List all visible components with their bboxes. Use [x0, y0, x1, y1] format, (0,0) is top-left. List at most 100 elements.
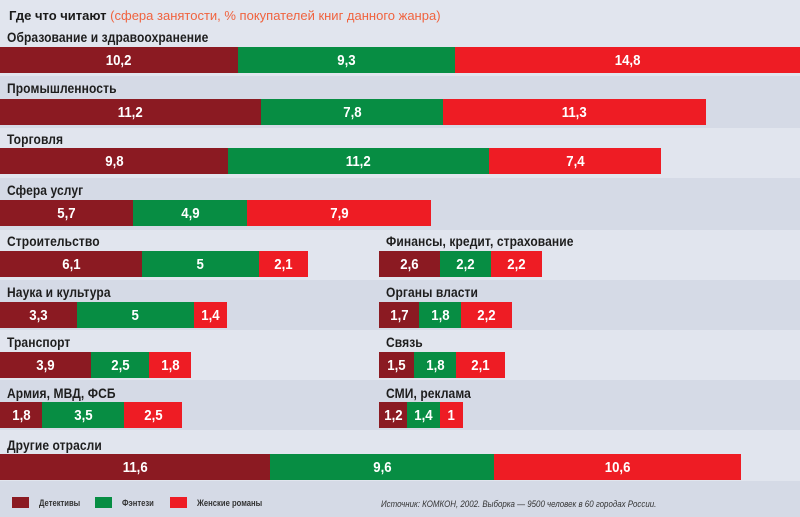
stacked-bar: 1,8 3,5 2,5 — [0, 402, 182, 428]
bar-segment-romance: 2,1 — [259, 251, 308, 277]
bar-segment-detectives: 1,7 — [379, 302, 419, 328]
bar-segment-romance: 7,9 — [247, 200, 431, 226]
data-label: 2,2 — [456, 255, 475, 273]
bar-segment-fantasy: 11,2 — [228, 148, 489, 174]
stacked-bar: 1,7 1,8 2,2 — [379, 302, 512, 328]
stacked-bar: 9,8 11,2 7,4 — [0, 148, 661, 174]
bar-segment-romance: 11,3 — [443, 99, 706, 125]
stacked-bar: 10,2 9,3 14,8 — [0, 47, 800, 73]
bar-segment-fantasy: 9,3 — [238, 47, 455, 73]
category-label: Промышленность — [7, 80, 117, 96]
data-label: 1,7 — [389, 306, 409, 324]
bar-segment-fantasy: 1,4 — [407, 402, 440, 428]
legend-item-detectives: Детективы — [12, 497, 88, 508]
data-label: 10,2 — [106, 51, 132, 69]
stacked-bar: 1,2 1,4 1 — [379, 402, 463, 428]
bar-segment-fantasy: 4,9 — [133, 200, 247, 226]
data-label: 9,8 — [104, 152, 124, 170]
data-label: 1,8 — [11, 406, 31, 424]
stacked-bar: 6,1 5 2,1 — [0, 251, 308, 277]
chart-title: Где что читают (сфера занятости, % покуп… — [9, 8, 441, 23]
bar-segment-fantasy: 2,5 — [91, 352, 149, 378]
category-label: Образование и здравоохранение — [7, 29, 209, 45]
category-label: Строительство — [7, 233, 100, 249]
data-label: 1,8 — [425, 356, 445, 374]
data-label: 1,5 — [387, 356, 406, 374]
data-label: 1,4 — [201, 306, 220, 324]
data-label: 4,9 — [180, 204, 200, 222]
bar-segment-romance: 2,2 — [491, 251, 542, 277]
category-label: Армия, МВД, ФСБ — [7, 385, 116, 401]
legend-swatch-detectives — [12, 497, 29, 508]
chart-subtitle: (сфера занятости, % покупателей книг дан… — [110, 8, 441, 23]
stacked-bar: 3,9 2,5 1,8 — [0, 352, 191, 378]
bar-segment-detectives: 1,5 — [379, 352, 414, 378]
bar-segment-romance: 7,4 — [489, 148, 661, 174]
bar-segment-fantasy: 3,5 — [42, 402, 124, 428]
legend-label: Женские романы — [197, 497, 263, 508]
bar-segment-romance: 1 — [440, 402, 463, 428]
data-label: 9,3 — [337, 51, 356, 69]
bar-segment-detectives: 9,8 — [0, 148, 228, 174]
bar-segment-detectives: 3,9 — [0, 352, 91, 378]
category-label: Финансы, кредит, страхование — [386, 233, 574, 249]
stacked-bar: 1,5 1,8 2,1 — [379, 352, 505, 378]
category-label: Органы власти — [386, 284, 479, 300]
data-label: 5,7 — [57, 204, 76, 222]
chart-title-main: Где что читают — [9, 8, 107, 23]
bar-segment-fantasy: 1,8 — [414, 352, 456, 378]
legend-item-fantasy: Фэнтези — [95, 497, 160, 508]
legend-item-romance: Женские романы — [170, 497, 274, 508]
data-label: 11,3 — [562, 103, 587, 121]
data-label: 3,9 — [36, 356, 55, 374]
bar-segment-fantasy: 5 — [142, 251, 259, 277]
header-band — [0, 0, 800, 26]
data-label: 11,6 — [122, 458, 148, 476]
data-label: 7,9 — [329, 204, 349, 222]
bar-segment-romance: 2,2 — [461, 302, 512, 328]
data-label: 6,1 — [61, 255, 81, 273]
bar-segment-fantasy: 7,8 — [261, 99, 443, 125]
data-label: 1,8 — [430, 306, 450, 324]
bar-segment-detectives: 3,3 — [0, 302, 77, 328]
bar-segment-romance: 10,6 — [494, 454, 741, 480]
data-label: 2,1 — [471, 356, 490, 374]
bar-segment-detectives: 1,2 — [379, 402, 407, 428]
bar-segment-romance: 2,5 — [124, 402, 182, 428]
legend-label: Детективы — [39, 497, 81, 508]
data-label: 11,2 — [346, 152, 371, 170]
category-label: Сфера услуг — [7, 182, 84, 198]
data-label: 3,3 — [29, 306, 48, 324]
bar-segment-detectives: 1,8 — [0, 402, 42, 428]
legend-swatch-fantasy — [95, 497, 112, 508]
stacked-bar: 5,7 4,9 7,9 — [0, 200, 431, 226]
bar-segment-fantasy: 9,6 — [270, 454, 494, 480]
data-label: 1,4 — [414, 406, 433, 424]
data-label: 2,2 — [507, 255, 526, 273]
data-label: 7,4 — [565, 152, 585, 170]
data-label: 9,6 — [372, 458, 392, 476]
footer-band — [0, 481, 800, 517]
bar-segment-romance: 14,8 — [455, 47, 800, 73]
data-label: 2,6 — [400, 255, 419, 273]
category-label: Наука и культура — [7, 284, 111, 300]
data-label: 5 — [196, 255, 205, 273]
bar-segment-detectives: 6,1 — [0, 251, 142, 277]
data-label: 7,8 — [342, 103, 362, 121]
legend-swatch-romance — [170, 497, 187, 508]
bar-segment-detectives: 5,7 — [0, 200, 133, 226]
bar-segment-romance: 1,4 — [194, 302, 227, 328]
stacked-bar: 11,6 9,6 10,6 — [0, 454, 741, 480]
category-label: СМИ, реклама — [386, 385, 471, 401]
data-label: 2,2 — [477, 306, 496, 324]
source-note: Источник: КОМКОН, 2002. Выборка — 9500 ч… — [381, 499, 657, 509]
stacked-bar: 3,3 5 1,4 — [0, 302, 227, 328]
bar-segment-romance: 2,1 — [456, 352, 505, 378]
category-label: Торговля — [7, 131, 64, 147]
stacked-bar: 11,2 7,8 11,3 — [0, 99, 706, 125]
stacked-bar: 2,6 2,2 2,2 — [379, 251, 542, 277]
bar-segment-detectives: 2,6 — [379, 251, 440, 277]
data-label: 10,6 — [604, 458, 631, 476]
bar-segment-detectives: 11,2 — [0, 99, 261, 125]
category-label: Связь — [386, 334, 423, 350]
